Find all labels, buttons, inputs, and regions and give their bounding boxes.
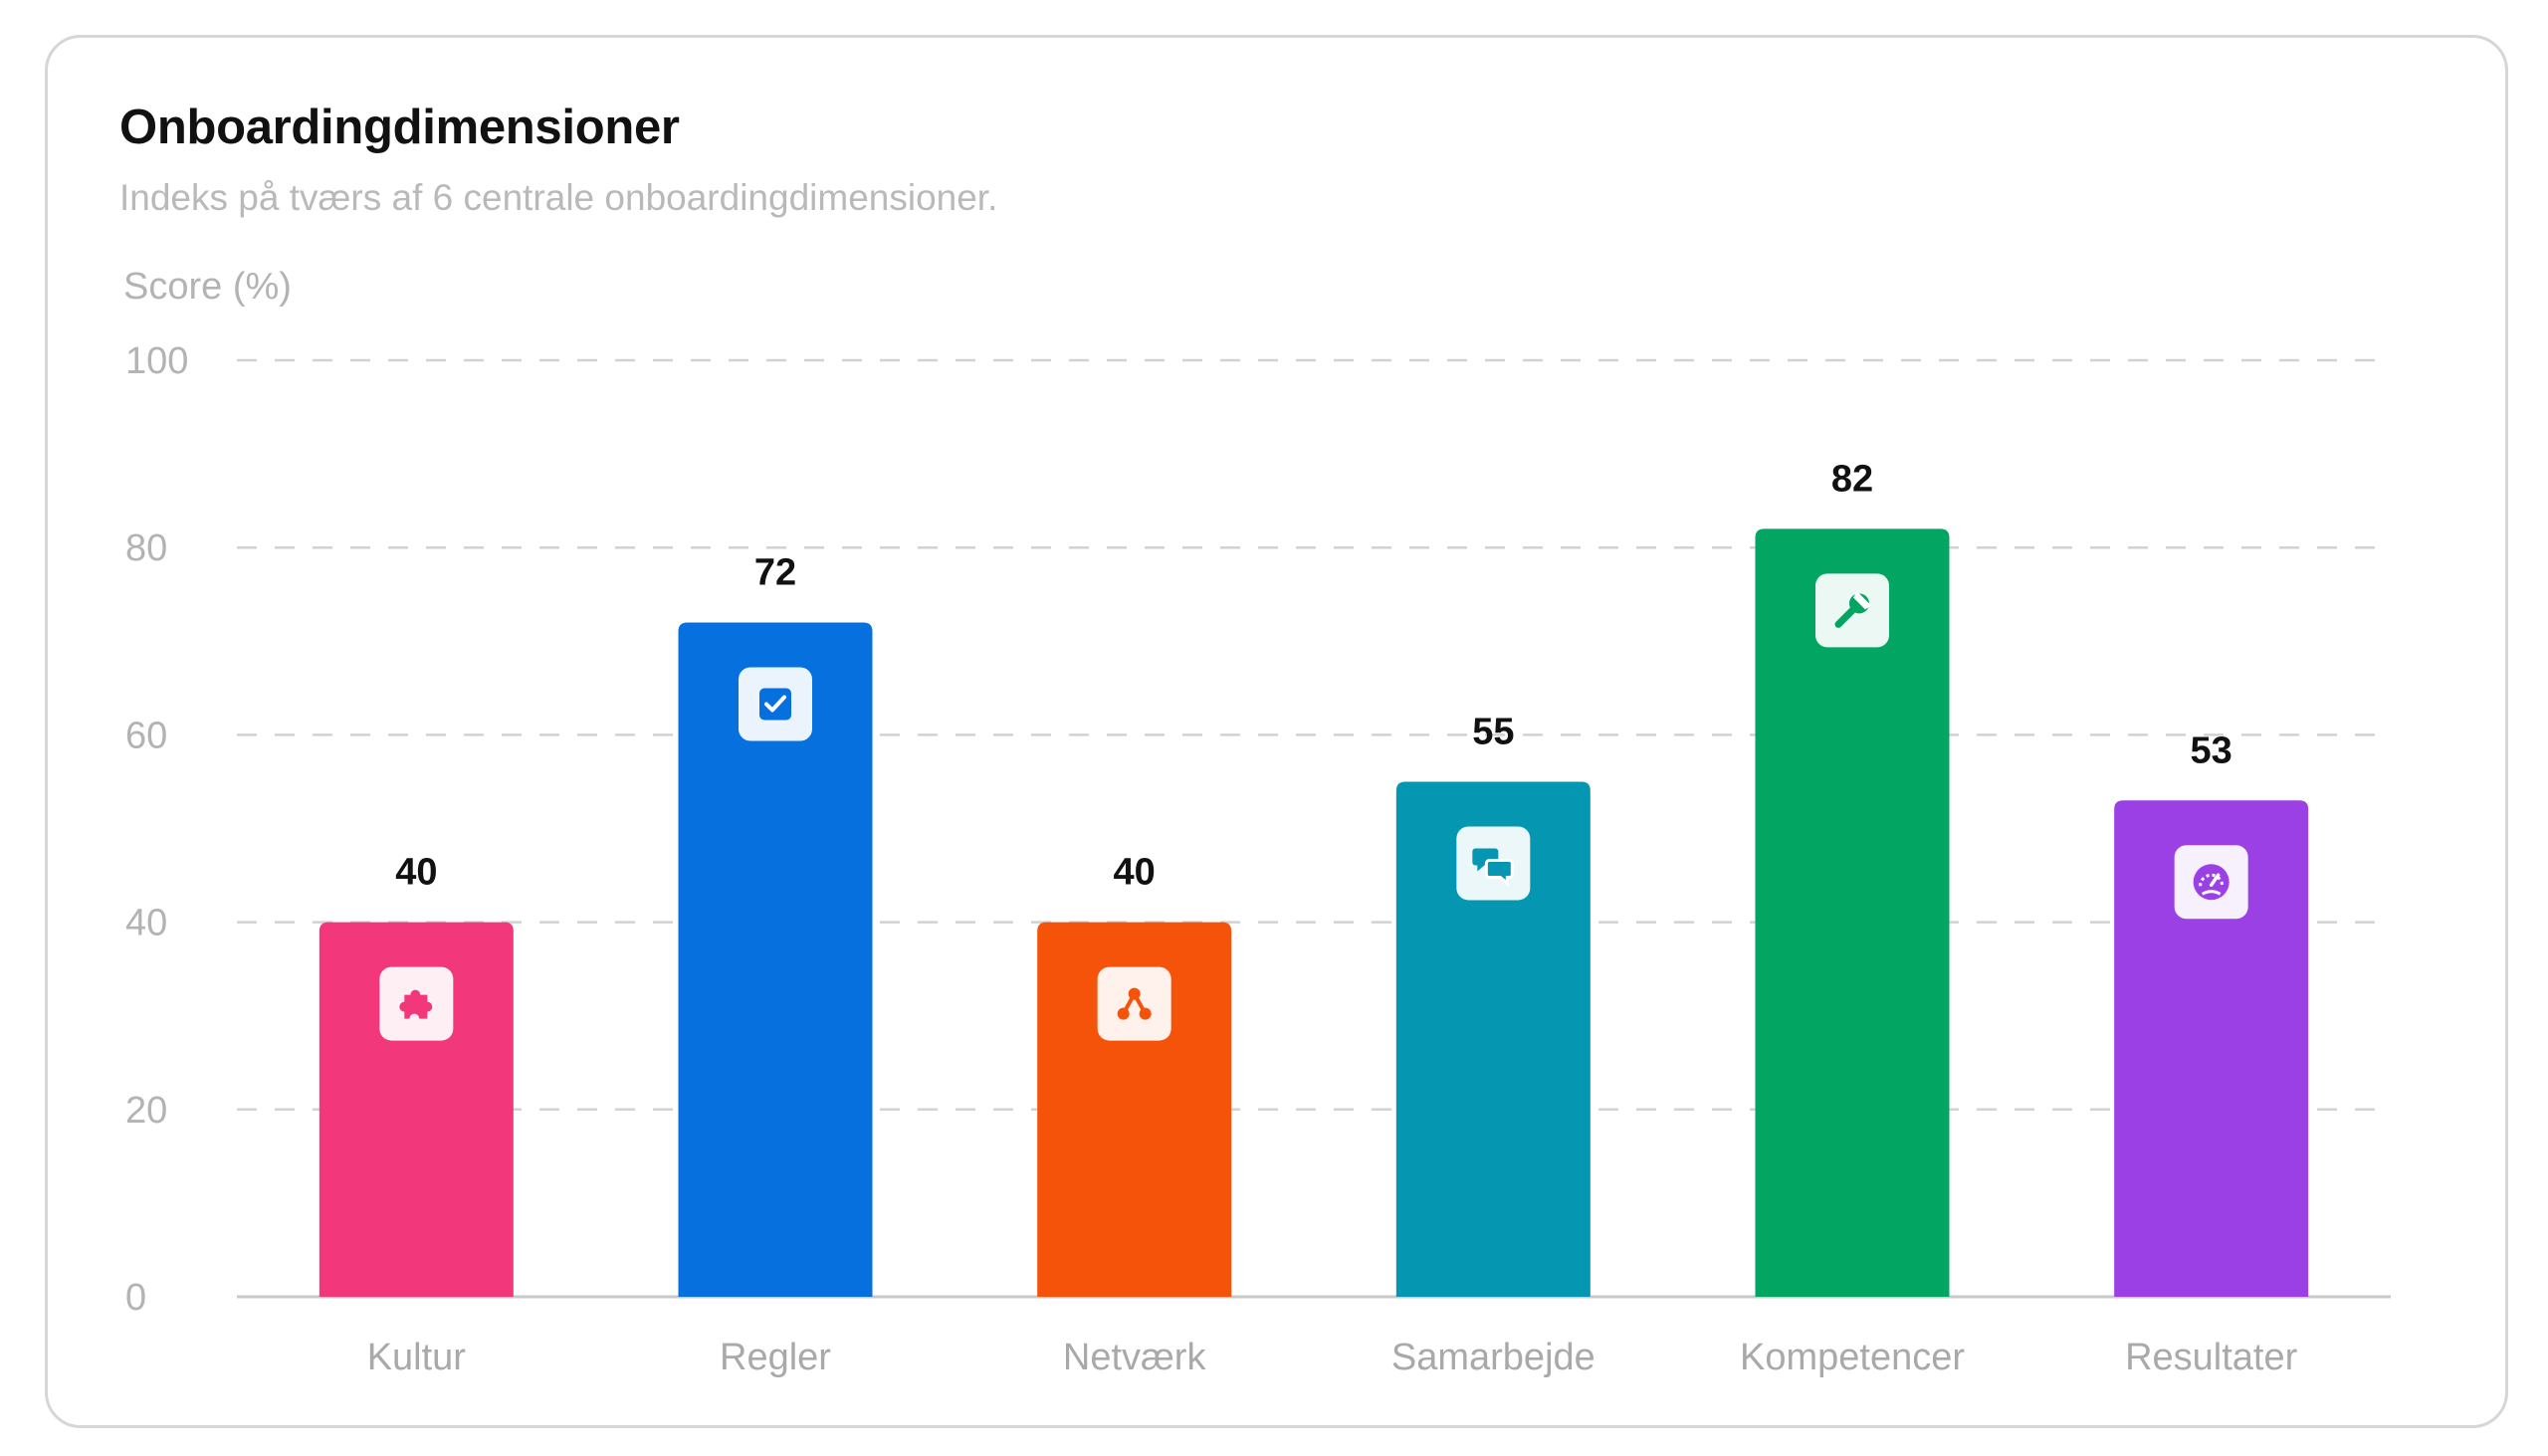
x-tick-label: Regler <box>720 1337 831 1378</box>
x-tick-label: Resultater <box>2125 1337 2298 1378</box>
gauge-scale <box>2199 873 2225 887</box>
chart-subtitle: Indeks på tværs af 6 centrale onboarding… <box>119 177 998 218</box>
y-tick-label: 40 <box>125 903 167 944</box>
bar <box>1037 922 1232 1297</box>
puzzle-icon <box>379 966 454 1041</box>
wrench-jaw <box>1853 591 1871 610</box>
bar <box>1755 528 1950 1297</box>
checkmark <box>764 695 786 713</box>
y-tick-label: 20 <box>125 1090 167 1132</box>
gauge-needle <box>2209 873 2221 888</box>
bar-group-kompetencer: 82 <box>1755 458 1950 1297</box>
y-tick-label: 60 <box>125 715 167 756</box>
y-tick-label: 0 <box>125 1277 146 1319</box>
icon-badge <box>1097 966 1171 1041</box>
checkbox-icon <box>739 667 812 741</box>
x-axis-labels: Kultur Regler Netværk Samarbejde Kompetencer… <box>367 1337 2298 1378</box>
data-label: 40 <box>1114 852 1156 894</box>
y-tick-label: 80 <box>125 527 167 569</box>
bar-group-regler: 72 <box>678 551 873 1297</box>
gauge-icon <box>2174 845 2248 920</box>
wrench-icon <box>1815 573 1889 648</box>
x-tick-label: Netværk <box>1063 1337 1207 1378</box>
bar-group-kultur: 40 <box>318 852 514 1297</box>
gridlines <box>237 358 2391 1112</box>
bar <box>2114 800 2309 1297</box>
data-label: 72 <box>754 551 796 593</box>
bar-group-netværk: 40 <box>1037 852 1232 1297</box>
x-tick-label: Kompetencer <box>1740 1337 1965 1378</box>
y-axis-ticks: 0 20 40 60 80 100 <box>125 340 188 1319</box>
bars: 40 72 40 55 82 53 <box>318 458 2309 1297</box>
bar-group-samarbejde: 55 <box>1395 711 1591 1297</box>
x-tick-label: Kultur <box>367 1337 467 1378</box>
data-label: 82 <box>1831 458 1873 500</box>
data-label: 53 <box>2191 729 2232 771</box>
network-icon <box>1097 966 1171 1041</box>
bar <box>1395 781 1591 1297</box>
chat-icon <box>1456 826 1531 901</box>
bar <box>678 622 873 1297</box>
network-node <box>1139 1007 1152 1020</box>
y-tick-label: 100 <box>125 340 188 382</box>
puzzle-shape <box>399 989 433 1019</box>
chat-bubble-back <box>1472 848 1499 872</box>
network-node <box>1128 987 1141 1000</box>
bar-group-resultater: 53 <box>2114 729 2309 1297</box>
data-label: 40 <box>395 852 437 894</box>
x-tick-label: Samarbejde <box>1391 1337 1595 1378</box>
chart-title: Onboardingdimensioner <box>119 101 680 154</box>
network-node <box>1117 1007 1130 1020</box>
y-axis-label: Score (%) <box>123 266 292 308</box>
chat-bubble-front <box>1484 858 1514 887</box>
gauge-base <box>2201 890 2222 896</box>
data-label: 55 <box>1472 711 1514 752</box>
bar <box>318 922 514 1297</box>
